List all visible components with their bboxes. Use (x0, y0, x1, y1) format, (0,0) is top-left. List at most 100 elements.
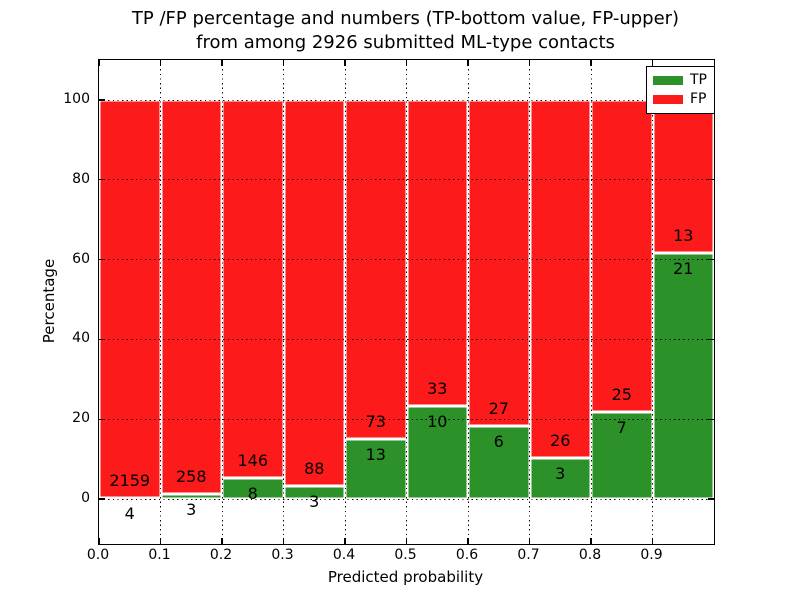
bar-segment-tp (160, 494, 222, 499)
fp-count-label: 258 (175, 467, 207, 487)
bar-segment-fp (283, 100, 345, 486)
fp-count-label: 27 (488, 399, 509, 419)
x-axis-label: Predicted probability (327, 568, 484, 586)
y-axis-label: Percentage (40, 258, 58, 344)
y-tick-label: 100 (63, 91, 90, 107)
x-tickmark (221, 538, 223, 544)
y-tickmark-right (708, 418, 714, 420)
gridline-horizontal (99, 99, 714, 101)
x-tickmark-top (467, 60, 469, 66)
y-tickmark-right (708, 498, 714, 500)
tp-count-label: 21 (673, 258, 694, 278)
y-tickmark (99, 99, 105, 101)
chart-title-line2: from among 2926 submitted ML-type contac… (196, 32, 615, 53)
x-tick-label: 0.7 (517, 547, 540, 563)
x-tickmark-top (405, 60, 408, 66)
y-tick-label: 60 (72, 250, 90, 267)
bar-segment-tp (283, 485, 345, 499)
x-tickmark-top (221, 60, 223, 66)
x-tick-label: 0.3 (271, 547, 294, 563)
legend-swatch-fp-icon (653, 95, 683, 104)
x-tickmark-top (159, 60, 162, 66)
x-tickmark-top (98, 60, 100, 66)
y-tickmark (99, 338, 105, 340)
x-tickmark (528, 538, 531, 544)
x-tick-label: 0.4 (332, 547, 356, 563)
legend: TP FP (646, 66, 715, 114)
y-tickmark (99, 179, 105, 181)
x-tick-label: 0.9 (640, 547, 663, 563)
y-tick-label: 20 (72, 410, 90, 427)
x-tickmark-top (528, 60, 531, 66)
bar-segment-tp (652, 252, 714, 499)
y-tickmark (99, 259, 105, 261)
gridline-vertical (221, 60, 223, 544)
fp-count-label: 2159 (109, 471, 151, 491)
x-tickmark-top (651, 60, 654, 66)
fp-count-label: 25 (611, 384, 632, 404)
tp-count-label: 10 (427, 412, 448, 432)
tp-count-label: 3 (555, 463, 566, 483)
x-tick-label: 0.8 (578, 547, 602, 563)
legend-item-tp: TP (653, 73, 708, 88)
bar-segment-fp (652, 100, 714, 253)
x-tickmark (98, 538, 100, 544)
x-tick-label: 0.0 (86, 547, 110, 563)
gridline-vertical (344, 60, 346, 544)
tp-count-label: 13 (365, 444, 386, 464)
fp-count-label: 88 (304, 458, 325, 478)
y-tickmark-right (708, 179, 714, 181)
gridline-vertical (283, 60, 284, 544)
chart-title: TP /FP percentage and numbers (TP-bottom… (98, 7, 713, 55)
x-tickmark (344, 538, 346, 544)
gridline-vertical (467, 60, 469, 544)
x-tickmark (651, 538, 654, 544)
bar-segment-fp (222, 100, 284, 479)
x-tickmark (590, 538, 592, 544)
gridline-vertical (160, 60, 161, 544)
bar-segment-tp (345, 438, 407, 499)
tp-count-label: 7 (616, 417, 627, 437)
x-tick-label: 0.5 (394, 547, 417, 563)
gridline-horizontal (99, 418, 714, 420)
gridline-horizontal (99, 179, 714, 181)
legend-label-tp: TP (690, 72, 707, 88)
x-tickmark (467, 538, 469, 544)
fp-count-label: 26 (550, 430, 571, 450)
bar-segment-fp (345, 100, 407, 439)
legend-label-fp: FP (690, 91, 707, 107)
y-tick-label: 0 (81, 490, 90, 506)
gridline-vertical (529, 60, 530, 544)
gridline-vertical (652, 60, 653, 544)
bar-segment-tp (222, 478, 284, 499)
bar-segment-fp (529, 100, 591, 458)
y-tick-label: 40 (72, 330, 90, 347)
y-tickmark (99, 418, 105, 420)
x-tick-label: 0.2 (209, 547, 233, 563)
legend-item-fp: FP (653, 92, 708, 107)
chart-title-line1: TP /FP percentage and numbers (TP-bottom… (131, 8, 680, 29)
fp-count-label: 73 (365, 411, 386, 431)
tp-count-label: 3 (309, 491, 320, 511)
x-tickmark (405, 538, 408, 544)
bar-segment-tp (529, 457, 591, 499)
tp-count-label: 6 (493, 432, 504, 452)
tp-count-label: 3 (186, 500, 197, 520)
bar-segment-fp (160, 100, 222, 495)
gridline-vertical (406, 60, 407, 544)
x-tickmark-top (590, 60, 592, 66)
bar-segment-fp (468, 100, 530, 427)
y-tickmark-right (708, 259, 714, 261)
bar-segment-fp (99, 100, 161, 499)
x-tickmark-top (282, 60, 285, 66)
bar-segment-fp (406, 100, 468, 407)
fp-count-label: 13 (673, 225, 694, 245)
tp-count-label: 4 (124, 504, 135, 524)
gridline-vertical (590, 60, 592, 544)
x-tickmark (282, 538, 285, 544)
y-tickmark (99, 498, 105, 500)
bar-segment-fp (591, 100, 653, 412)
bar-segment-tp (406, 406, 468, 499)
x-tick-label: 0.6 (455, 547, 479, 563)
